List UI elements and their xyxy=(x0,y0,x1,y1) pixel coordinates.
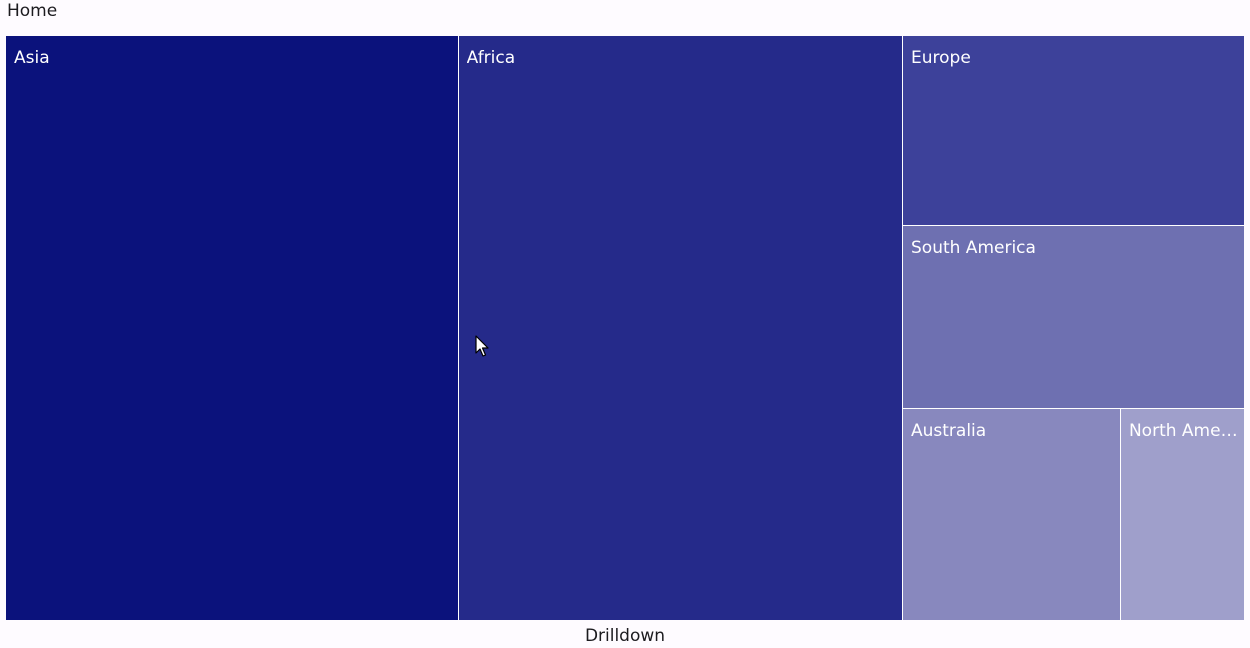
treemap-tile-label: Europe xyxy=(911,48,971,68)
treemap-chart: Asia Africa Europe South America Australia No… xyxy=(6,36,1244,620)
treemap-tile-australia[interactable]: Australia xyxy=(903,409,1121,620)
treemap-tile-label: Asia xyxy=(14,48,50,68)
treemap-tile-europe[interactable]: Europe xyxy=(903,36,1244,227)
treemap-tile-south-america[interactable]: South America xyxy=(903,226,1244,410)
treemap-tile-africa[interactable]: Africa xyxy=(458,36,903,620)
breadcrumb-home[interactable]: Home xyxy=(7,1,58,21)
treemap-tile-label: Australia xyxy=(911,421,987,442)
treemap-tile-label: South America xyxy=(911,238,1036,259)
treemap-tile-asia[interactable]: Asia xyxy=(6,36,459,620)
chart-title: Drilldown xyxy=(584,626,666,646)
treemap-tile-label: Africa xyxy=(466,48,516,68)
mouse-cursor-icon xyxy=(475,335,489,357)
treemap-tile-north-america[interactable]: North America xyxy=(1120,409,1244,620)
treemap-tile-label: North America xyxy=(1128,421,1238,442)
